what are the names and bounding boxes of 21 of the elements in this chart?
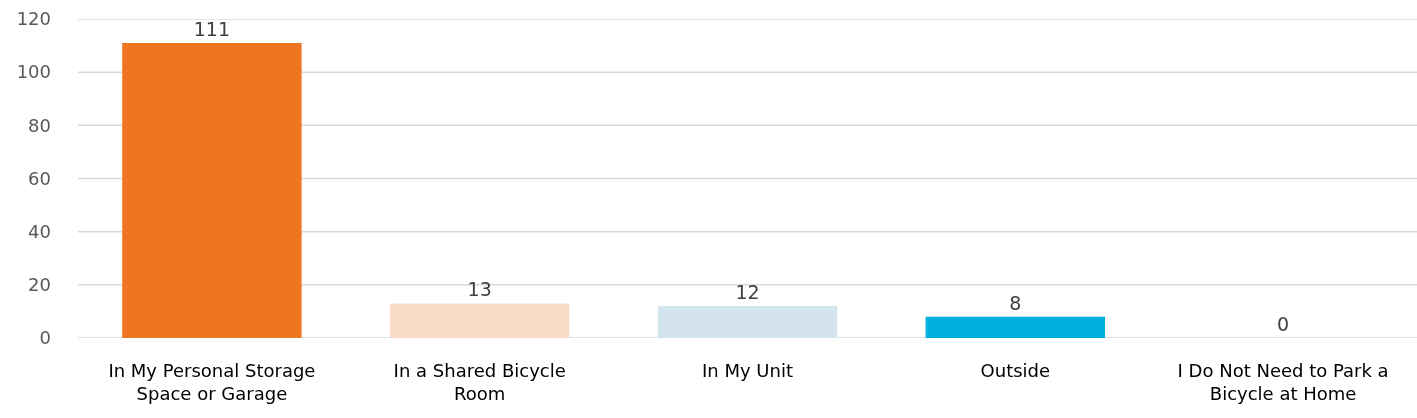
data-label: 111 <box>193 17 231 40</box>
x-tick-label: In a Shared Bicycle Room <box>393 360 566 405</box>
data-label: 12 <box>735 281 760 304</box>
x-tick-label: Outside <box>980 360 1051 381</box>
y-tick-label: 0 <box>39 327 51 349</box>
x-tick-label: I Do Not Need to Park a Bicycle at Home <box>1177 360 1389 405</box>
bar <box>657 306 838 338</box>
x-tick-label: In My Personal Storage Space or Garage <box>108 360 316 405</box>
bar <box>389 303 570 338</box>
y-tick-label: 60 <box>28 167 51 189</box>
y-tick-label: 120 <box>16 8 51 30</box>
bar <box>122 42 302 338</box>
y-tick-label: 40 <box>28 220 51 242</box>
y-tick-label: 100 <box>16 61 51 83</box>
data-label: 13 <box>467 278 492 301</box>
y-tick-label: 80 <box>28 114 51 136</box>
data-label: 0 <box>1277 313 1290 335</box>
bar <box>925 316 1106 338</box>
data-label: 8 <box>1009 291 1022 314</box>
y-tick-label: 20 <box>28 274 51 296</box>
x-tick-label: In My Unit <box>702 360 793 381</box>
